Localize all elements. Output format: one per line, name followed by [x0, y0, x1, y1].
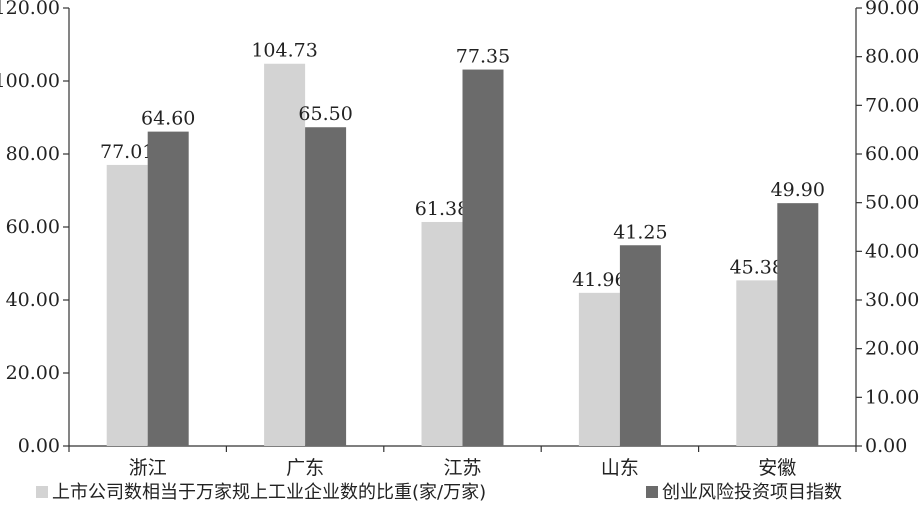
- left-tick-label: 20.00: [6, 362, 60, 384]
- data-label-series-1: 77.01: [100, 141, 154, 163]
- bar-series-1: [264, 63, 306, 446]
- category-label: 江苏: [443, 457, 481, 479]
- data-label-series-1: 41.96: [572, 269, 626, 291]
- right-tick-label: 30.00: [865, 289, 919, 311]
- bar-series-1: [106, 164, 148, 446]
- left-tick-label: 120.00: [0, 0, 60, 19]
- bar-series-2: [462, 69, 504, 447]
- left-tick-label: 40.00: [6, 289, 60, 311]
- data-label-series-2: 77.35: [456, 46, 510, 68]
- right-tick-label: 60.00: [865, 143, 919, 165]
- bar-series-1: [421, 221, 463, 446]
- bar-series-2: [619, 245, 661, 446]
- bar-series-1: [578, 292, 620, 446]
- data-label-series-2: 49.90: [771, 179, 825, 201]
- data-label-series-2: 65.50: [298, 103, 352, 125]
- data-label-series-2: 41.25: [613, 221, 667, 243]
- right-tick-label: 40.00: [865, 240, 919, 262]
- data-label-series-1: 104.73: [251, 40, 317, 62]
- left-tick-label: 0.00: [18, 435, 60, 457]
- category-label: 浙江: [129, 457, 167, 479]
- left-tick-label: 80.00: [6, 143, 60, 165]
- right-tick-label: 10.00: [865, 386, 919, 408]
- legend-label-series-2: 创业风险投资项目指数: [662, 482, 842, 503]
- category-label: 广东: [286, 457, 324, 479]
- bar-series-2: [777, 203, 819, 446]
- legend-label-series-1: 上市公司数相当于万家规上工业企业数的比重(家/万家): [52, 482, 486, 503]
- bar-series-2: [147, 131, 189, 446]
- category-label: 安徽: [758, 457, 796, 479]
- right-tick-label: 20.00: [865, 338, 919, 360]
- left-tick-label: 60.00: [6, 216, 60, 238]
- right-tick-label: 70.00: [865, 94, 919, 116]
- category-label: 山东: [601, 457, 639, 479]
- right-tick-label: 80.00: [865, 46, 919, 68]
- right-tick-label: 90.00: [865, 0, 919, 19]
- right-tick-label: 0.00: [865, 435, 907, 457]
- data-label-series-2: 64.60: [141, 108, 195, 130]
- left-tick-label: 100.00: [0, 70, 60, 92]
- data-label-series-1: 45.38: [730, 256, 784, 278]
- right-tick-label: 50.00: [865, 192, 919, 214]
- legend-swatch-series-1: [36, 486, 48, 498]
- legend-swatch-series-2: [646, 486, 658, 498]
- bar-series-1: [736, 280, 778, 446]
- data-label-series-1: 61.38: [415, 198, 469, 220]
- bar-series-2: [305, 127, 347, 446]
